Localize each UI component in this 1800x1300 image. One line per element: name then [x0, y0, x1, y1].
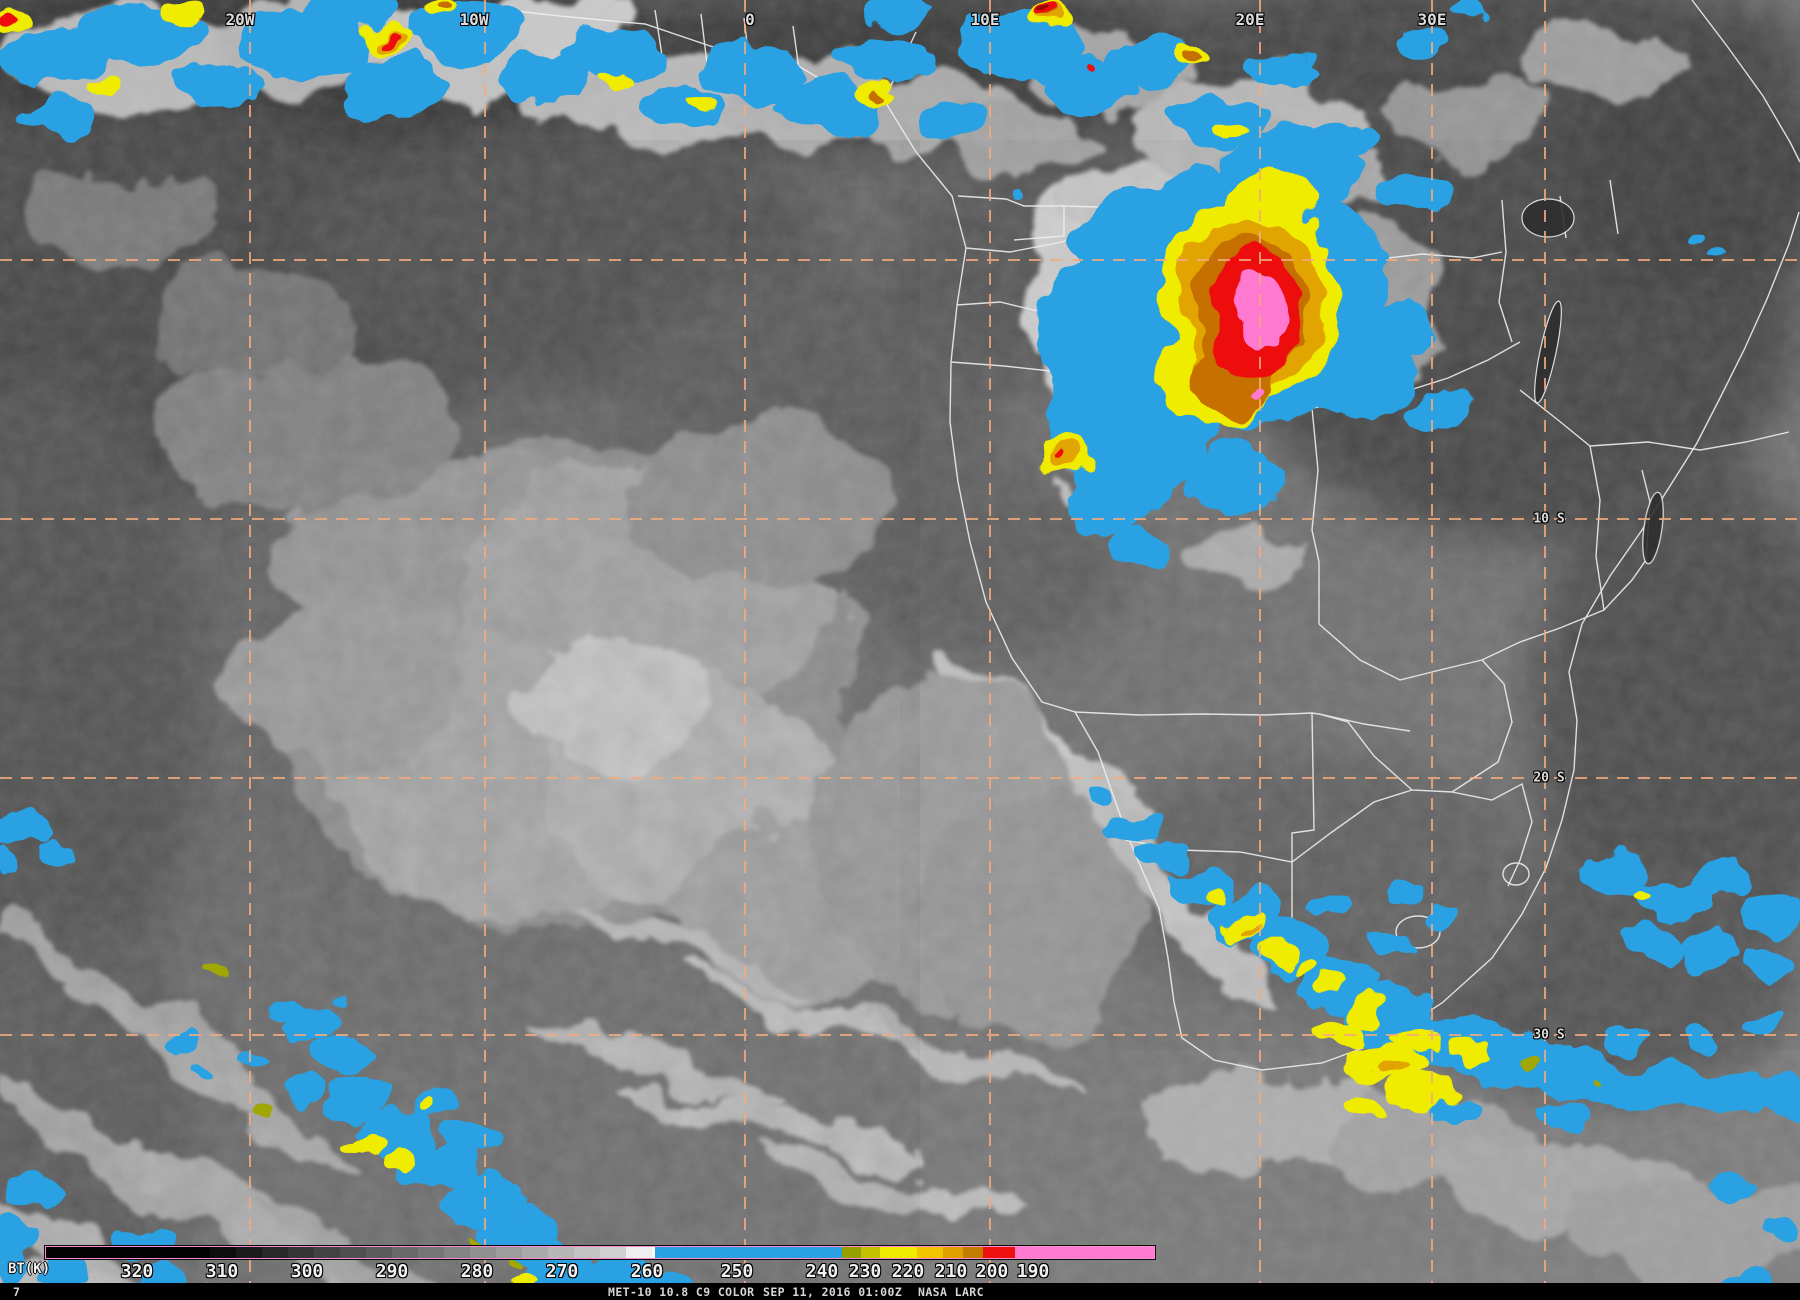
colorbar-tick: 220 — [891, 1261, 925, 1282]
lat-label-10s: 10 S — [1533, 511, 1565, 527]
colorbar-tick: 300 — [290, 1261, 324, 1282]
status-bar: 7 MET-10 10.8 C9 COLOR SEP 11, 2016 01:0… — [0, 1283, 1800, 1300]
colorbar-tick: 310 — [205, 1261, 239, 1282]
colorbar-tick: 240 — [805, 1261, 839, 1282]
lat-label-30s: 30 S — [1533, 1027, 1565, 1043]
lon-label-10e: 10E — [970, 10, 1000, 29]
lon-label-20e: 20E — [1235, 10, 1265, 29]
colorbar-tick: 230 — [848, 1261, 882, 1282]
colorbar-tick: 200 — [975, 1261, 1009, 1282]
lon-label-10w: 10W — [459, 10, 489, 29]
colorbar-tick: 250 — [720, 1261, 754, 1282]
colorbar-tick: 280 — [460, 1261, 494, 1282]
colorbar-tick: 260 — [630, 1261, 664, 1282]
colorbar-tick: 290 — [375, 1261, 409, 1282]
colorbar-tick: 210 — [934, 1261, 968, 1282]
product-label: MET-10 10.8 C9 COLOR — [608, 1285, 755, 1299]
colorbar-tick: 270 — [545, 1261, 579, 1282]
lon-label-0: 0 — [745, 10, 755, 29]
lakes-layer — [1521, 198, 1664, 565]
colorbar-tick: 320 — [120, 1261, 154, 1282]
cloud-layer-olive — [207, 963, 1609, 1270]
northeast-coastline — [1691, 0, 1800, 163]
credit-label: NASA LARC — [918, 1285, 984, 1299]
brightness-temperature-colorbar — [45, 1246, 1155, 1259]
cloud-layer-dark-red — [1033, 6, 1047, 16]
lon-label-30e: 30E — [1417, 10, 1447, 29]
datetime-label: SEP 11, 2016 01:00Z — [763, 1285, 903, 1299]
colorbar-title: BT(K) — [8, 1261, 51, 1277]
lon-label-20w: 20W — [225, 10, 255, 29]
cloud-layer-pink — [1237, 276, 1283, 398]
lat-label-20s: 20 S — [1533, 770, 1565, 786]
frame-number: 7 — [13, 1285, 21, 1299]
colorbar-tick: 190 — [1016, 1261, 1050, 1282]
africa-coastline — [469, 5, 1800, 1071]
